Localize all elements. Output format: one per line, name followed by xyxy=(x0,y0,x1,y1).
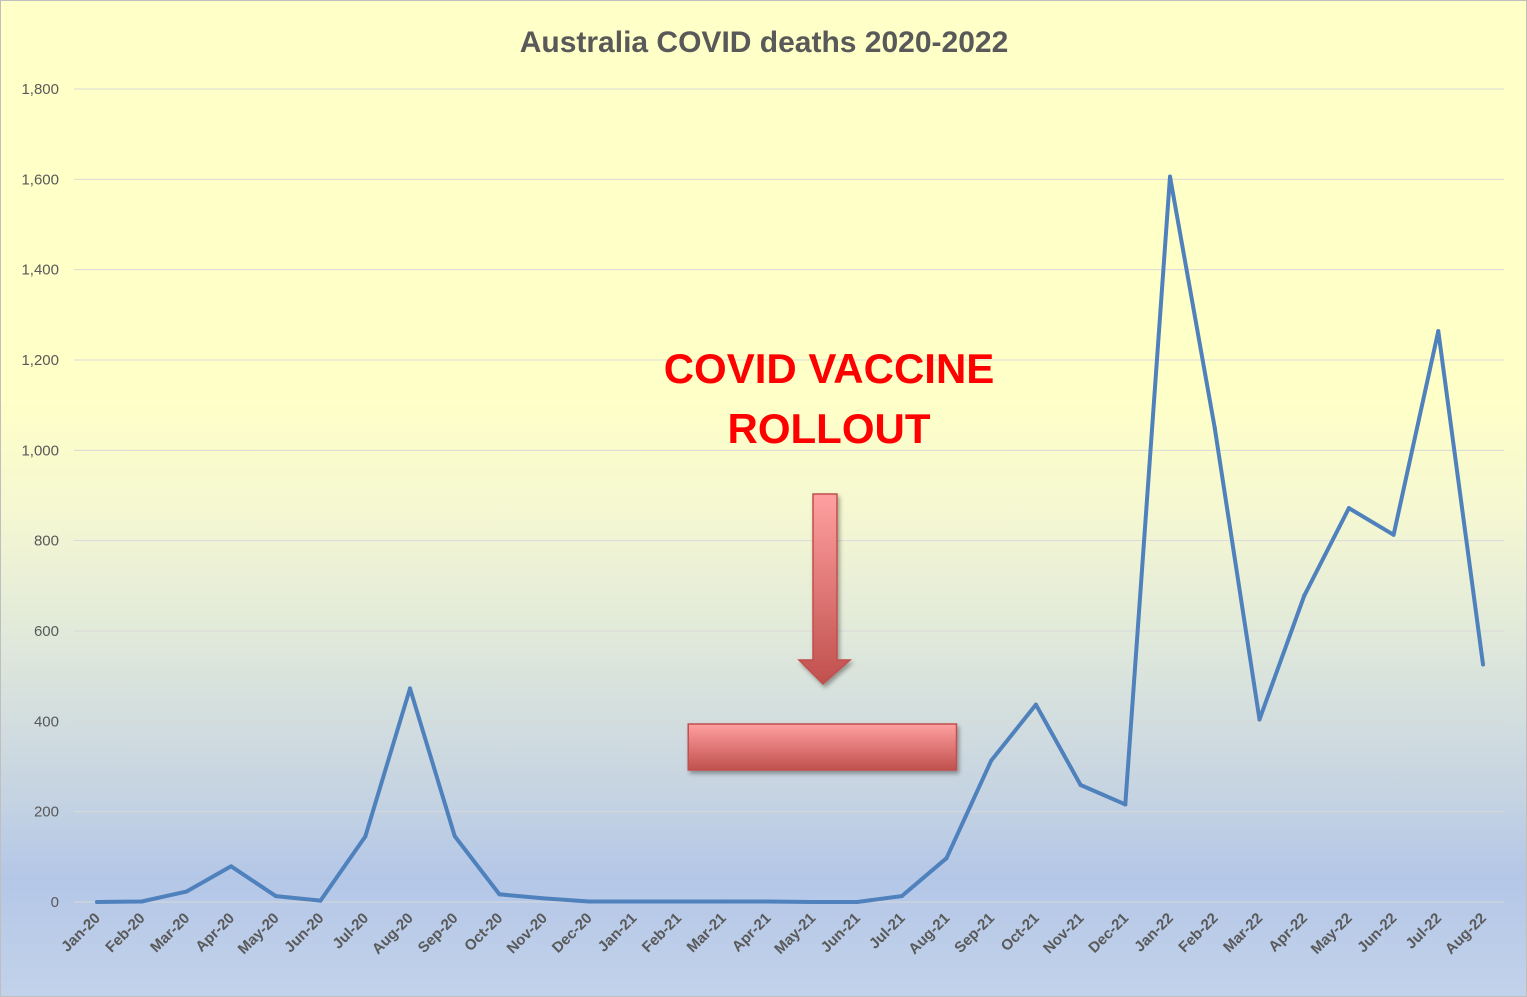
y-tick-label: 1,200 xyxy=(21,352,59,369)
down-arrow-icon xyxy=(797,493,852,686)
data-point xyxy=(676,899,681,904)
x-tick-label: Nov-21 xyxy=(1040,910,1087,957)
data-point xyxy=(1436,329,1441,334)
data-point xyxy=(1257,717,1262,722)
x-tick-label: Sep-20 xyxy=(415,910,462,957)
data-point xyxy=(407,686,412,691)
x-tick-label: Jun-20 xyxy=(281,910,327,956)
x-tick-label: Jul-20 xyxy=(329,910,372,953)
data-point xyxy=(184,889,189,894)
x-tick-label: Jan-21 xyxy=(595,910,641,956)
data-point xyxy=(1212,425,1217,430)
data-point xyxy=(720,899,725,904)
x-tick-label: Mar-22 xyxy=(1220,910,1266,956)
x-tick-label: Dec-21 xyxy=(1085,910,1132,957)
x-tick-label: Aug-22 xyxy=(1442,910,1490,958)
series-line xyxy=(95,174,1485,904)
data-point xyxy=(318,898,323,903)
data-point xyxy=(1346,506,1351,511)
x-tick-label: Dec-20 xyxy=(549,910,596,957)
x-tick-label: Aug-21 xyxy=(905,910,953,958)
annotation-label-line2: ROLLOUT xyxy=(728,405,931,452)
data-point xyxy=(1481,662,1485,667)
data-point xyxy=(855,900,860,904)
x-tick-label: Jul-22 xyxy=(1402,910,1445,953)
data-point xyxy=(229,864,234,869)
y-tick-label: 800 xyxy=(34,533,59,550)
x-tick-label: May-20 xyxy=(235,910,283,958)
y-tick-label: 1,600 xyxy=(21,171,59,188)
x-tick-label: Feb-20 xyxy=(102,910,148,956)
x-tick-label: Apr-22 xyxy=(1265,910,1311,956)
x-tick-label: Oct-20 xyxy=(461,910,506,955)
x-tick-label: Mar-21 xyxy=(684,910,730,956)
data-point xyxy=(1033,702,1038,707)
y-axis-tick-labels: 0 200 400 600 800 1,000 1,200 1,400 1,600 1,800 xyxy=(21,81,59,911)
data-point xyxy=(1168,174,1173,179)
y-tick-label: 1,000 xyxy=(21,442,59,459)
data-point xyxy=(765,899,770,904)
x-tick-label: Feb-22 xyxy=(1175,910,1221,956)
x-tick-label: Oct-21 xyxy=(998,910,1043,955)
data-point xyxy=(1302,593,1307,598)
y-tick-label: 600 xyxy=(34,623,59,640)
y-tick-label: 1,400 xyxy=(21,262,59,279)
data-point xyxy=(1078,783,1083,788)
y-tick-label: 0 xyxy=(51,894,59,911)
x-tick-label: Jan-22 xyxy=(1131,910,1177,956)
x-tick-label: Apr-20 xyxy=(192,910,238,956)
rollout-period-bar xyxy=(687,723,958,771)
data-point xyxy=(542,896,547,901)
data-point xyxy=(631,899,636,904)
annotation-label-line1: COVID VACCINE xyxy=(664,345,995,392)
data-point xyxy=(944,856,949,861)
chart-title: Australia COVID deaths 2020-2022 xyxy=(520,26,1009,59)
x-tick-label: Mar-20 xyxy=(147,910,193,956)
data-point xyxy=(497,892,502,897)
data-point xyxy=(899,894,904,899)
x-tick-label: Jan-20 xyxy=(58,910,104,956)
x-tick-label: Nov-20 xyxy=(504,910,551,957)
y-tick-label: 200 xyxy=(34,804,59,821)
data-point xyxy=(586,899,591,904)
x-tick-label: Aug-20 xyxy=(369,910,417,958)
y-tick-label: 400 xyxy=(34,713,59,730)
x-tick-label: May-21 xyxy=(771,910,819,958)
x-tick-label: Jun-21 xyxy=(818,910,864,956)
data-point xyxy=(452,834,457,839)
data-point xyxy=(273,894,278,899)
x-tick-label: Apr-21 xyxy=(729,910,775,956)
data-point xyxy=(139,899,144,904)
x-tick-label: Jun-22 xyxy=(1354,910,1400,956)
data-point xyxy=(810,900,815,904)
series-layer xyxy=(95,174,1485,904)
x-tick-label: Feb-21 xyxy=(639,910,685,956)
gridlines xyxy=(74,88,1504,903)
data-point xyxy=(989,758,994,763)
data-point xyxy=(1391,532,1396,537)
x-tick-label: Jul-21 xyxy=(866,910,909,953)
x-tick-label: May-22 xyxy=(1308,910,1356,958)
data-point xyxy=(1123,802,1128,807)
data-point xyxy=(363,834,368,839)
x-tick-label: Sep-21 xyxy=(951,910,998,957)
data-point xyxy=(95,900,99,904)
vaccine-rollout-annotation: COVID VACCINE ROLLOUT xyxy=(664,345,995,771)
y-tick-label: 1,800 xyxy=(21,81,59,98)
